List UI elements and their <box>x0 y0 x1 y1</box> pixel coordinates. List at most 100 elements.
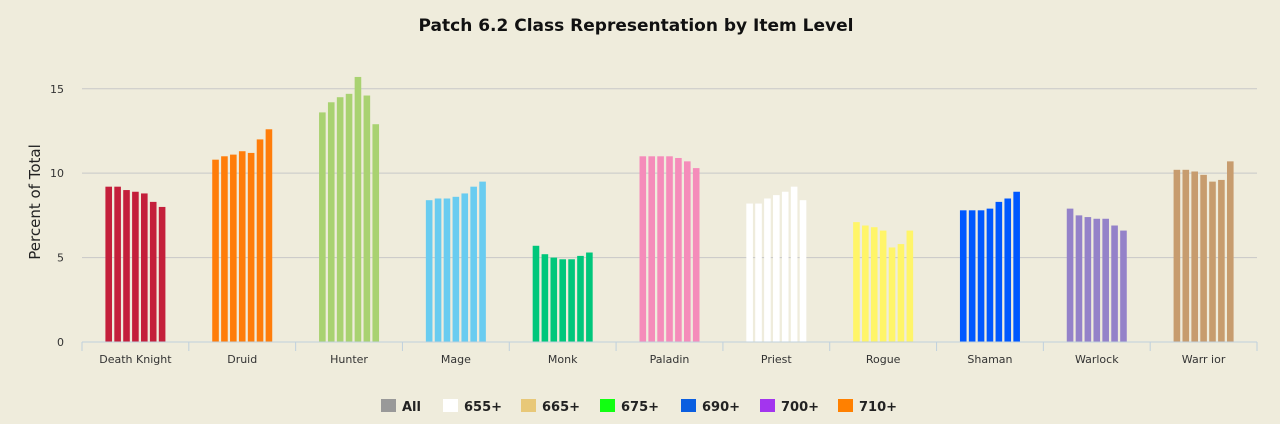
bar <box>372 124 380 342</box>
bar <box>586 252 593 342</box>
legend-label: 675+ <box>621 400 659 415</box>
bar <box>532 245 540 342</box>
bar <box>897 244 905 342</box>
bar <box>1013 191 1020 342</box>
legend-item[interactable]: 675+ <box>600 399 659 415</box>
bar <box>247 152 255 342</box>
bar <box>666 156 673 342</box>
y-axis-label: Percent of Total <box>26 144 44 259</box>
bar <box>692 168 700 342</box>
bar <box>443 198 451 342</box>
bar <box>149 201 157 342</box>
legend-label: 710+ <box>859 400 897 415</box>
bar <box>870 227 878 342</box>
legend-item[interactable]: 710+ <box>838 399 897 415</box>
x-category-label: Warlock <box>1075 353 1119 366</box>
legend-item[interactable]: 690+ <box>681 399 740 415</box>
bars <box>105 76 1234 343</box>
bar <box>1200 174 1207 342</box>
bar <box>123 190 130 342</box>
bar <box>959 210 967 342</box>
bar <box>1004 198 1012 342</box>
legend-label: All <box>402 400 421 415</box>
bar <box>550 257 558 342</box>
legend-swatch <box>838 399 853 412</box>
bar <box>1093 218 1101 342</box>
y-axis-ticks: 0 5 10 15 <box>50 83 64 349</box>
x-category-label: Mage <box>441 353 471 366</box>
x-category-label: Priest <box>761 353 793 366</box>
bar <box>354 76 362 342</box>
bar <box>764 198 771 342</box>
bar <box>1075 215 1083 342</box>
bar <box>986 208 994 342</box>
legend-item[interactable]: 665+ <box>521 399 580 415</box>
legend-item[interactable]: 655+ <box>443 399 502 415</box>
bar <box>1102 218 1109 342</box>
chart-title: Patch 6.2 Class Representation by Item L… <box>419 16 854 36</box>
bar <box>888 247 896 342</box>
bar <box>781 191 789 342</box>
bar <box>862 225 869 342</box>
bar <box>648 156 655 342</box>
x-category-label: Shaman <box>967 353 1012 366</box>
legend-label: 700+ <box>781 400 819 415</box>
bar <box>212 159 219 342</box>
x-axis-category-labels: Death Knight Druid Hunter Mage Monk Paladin Pr… <box>99 353 1226 366</box>
bar <box>541 254 549 342</box>
legend-swatch <box>521 399 536 412</box>
legend-swatch <box>760 399 775 412</box>
bar <box>1191 171 1198 342</box>
legend-swatch <box>681 399 696 412</box>
bar <box>336 97 344 343</box>
x-category-label: Rogue <box>866 353 901 366</box>
bar <box>977 210 985 342</box>
bar <box>568 259 575 342</box>
x-axis <box>81 341 1258 351</box>
bar <box>790 186 798 342</box>
legend-item[interactable]: All <box>381 399 421 415</box>
bar <box>879 230 887 342</box>
legend-label: 665+ <box>542 400 580 415</box>
bar <box>559 259 566 342</box>
bar <box>327 102 335 343</box>
bar <box>746 203 753 342</box>
bar <box>1226 161 1234 342</box>
bar <box>141 193 148 342</box>
x-category-label: Druid <box>227 353 257 366</box>
bar <box>479 181 486 342</box>
bar <box>1120 230 1127 342</box>
bar <box>684 161 691 342</box>
legend-swatch <box>443 399 458 412</box>
legend-swatch <box>600 399 615 412</box>
bar <box>639 156 647 342</box>
x-category-label: Hunter <box>330 353 368 366</box>
bar <box>319 112 326 343</box>
bar <box>434 198 442 342</box>
bar <box>221 156 228 342</box>
legend-item[interactable]: 700+ <box>760 399 819 415</box>
y-tick-label: 15 <box>50 83 64 96</box>
bar <box>425 200 433 342</box>
x-category-label: Warr ior <box>1182 353 1226 366</box>
bar <box>256 139 264 342</box>
bar <box>755 203 762 342</box>
bar <box>657 156 664 342</box>
bar <box>1173 169 1181 342</box>
legend: All 655+ 665+ 675+ 690+ 700+ 710+ <box>381 399 897 415</box>
bar <box>853 222 860 342</box>
bar <box>968 210 976 342</box>
y-tick-label: 10 <box>50 167 64 180</box>
bar <box>799 200 807 342</box>
bar <box>1218 179 1225 342</box>
bar <box>132 191 139 342</box>
bar <box>238 151 246 342</box>
bar <box>995 201 1003 342</box>
bar <box>461 193 469 342</box>
bar <box>1084 217 1092 342</box>
bar <box>577 255 584 342</box>
bar <box>363 95 371 343</box>
x-category-label: Paladin <box>650 353 690 366</box>
